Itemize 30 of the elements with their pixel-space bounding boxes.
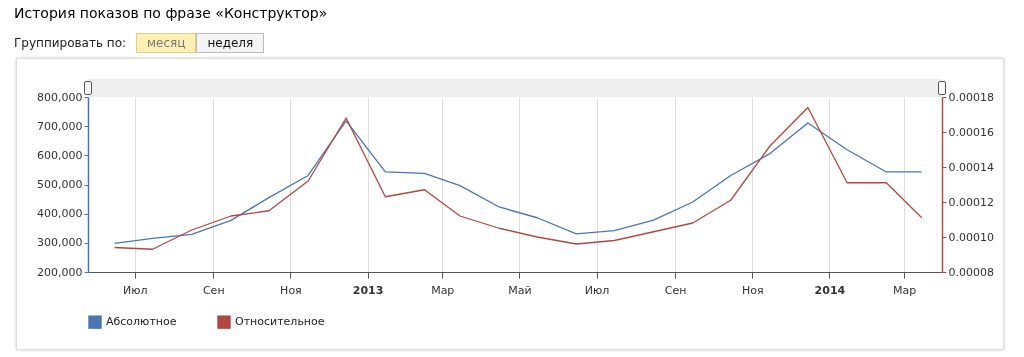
legend-label: Относительное (235, 315, 325, 329)
legend-label: Абсолютное (106, 315, 177, 329)
chart-title: История показов по фразе «Конструктор» (14, 5, 328, 21)
y-tick-label: 700,000 (37, 119, 83, 133)
y-tick-label: 800,000 (37, 90, 83, 104)
x-tick-label: Июл (584, 283, 610, 297)
y-tick-label: 600,000 (37, 148, 83, 162)
x-tick-label: Июл (123, 283, 148, 297)
y2-tick-label: 0.00008 (948, 265, 994, 279)
y-tick-label: 500,000 (37, 178, 83, 191)
y2-tick-label: 0.00016 (948, 125, 994, 139)
x-tick-label: Сен (664, 283, 687, 297)
y2-tick-label: 0.00018 (948, 90, 994, 104)
x-tick-label: Ноя (280, 283, 302, 297)
y2-tick-label: 0.00012 (948, 195, 994, 209)
text: Группировать по: (14, 36, 127, 50)
x-tick-label: 2014 (814, 283, 846, 297)
y-tick-label: 400,000 (37, 207, 83, 221)
x-tick-label: Май (508, 283, 532, 297)
x-tick-label: Мар (431, 283, 455, 297)
y-tick-label: 300,000 (37, 236, 83, 250)
x-tick-label: 2013 (352, 283, 384, 297)
x-tick-label: Сен (202, 283, 225, 297)
y2-tick-label: 0.00010 (948, 230, 994, 244)
y-tick-label: 200,000 (37, 265, 83, 279)
x-tick-label: Мар (892, 283, 917, 297)
x-tick-label: Ноя (741, 283, 764, 297)
text: месяц (136, 33, 197, 53)
y2-tick-label: 0.00014 (948, 160, 994, 174)
text: неделя (196, 33, 265, 53)
